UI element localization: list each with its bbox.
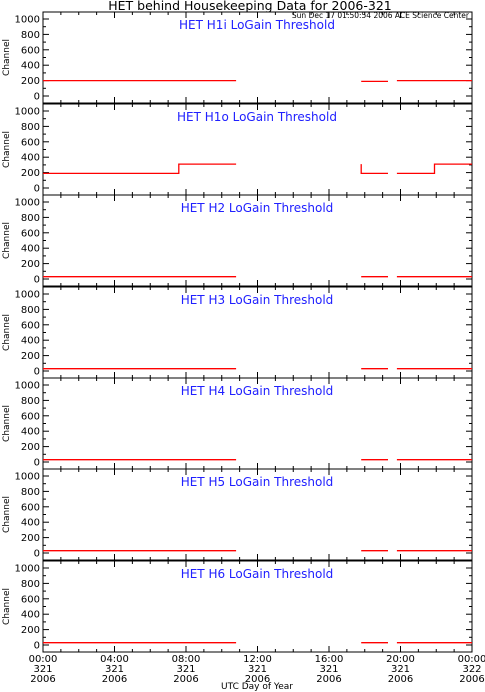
y-tick-label: 800	[21, 30, 40, 41]
y-tick-label: 600	[21, 411, 40, 422]
panel-title: HET H6 LoGain Threshold	[181, 567, 334, 581]
y-tick-label: 200	[21, 625, 40, 636]
x-tick-doy: 321	[319, 664, 338, 675]
x-tick-year: 2006	[245, 674, 270, 685]
y-axis-label: Channel	[2, 131, 12, 168]
y-tick-label: 800	[21, 213, 40, 224]
figure-timestamp: Sun Dec 17 01:50:54 2006 ACE Science Cen…	[292, 11, 470, 20]
y-axis-label: Channel	[2, 588, 12, 625]
y-tick-label: 200	[21, 259, 40, 270]
y-tick-label: 0	[34, 641, 40, 652]
x-tick-time: 04:00	[100, 654, 129, 665]
x-tick-doy: 321	[105, 664, 124, 675]
x-tick-time: 00:00	[458, 654, 485, 665]
y-axis-label: Channel	[2, 314, 12, 351]
x-tick-doy: 321	[391, 664, 410, 675]
panel-2: 0 200 400 600 800 1000 Channel HET H1o LoGain T…	[2, 103, 473, 196]
y-tick-label: 0	[34, 92, 40, 103]
x-tick-time: 00:00	[29, 654, 58, 665]
x-tick-year: 2006	[388, 674, 413, 685]
panel-7: 0 200 400 600 800 1000 Channel HET H6 LoGain Th…	[2, 560, 473, 653]
panel-title: HET H5 LoGain Threshold	[181, 475, 334, 489]
y-tick-label: 200	[21, 168, 40, 179]
y-tick-label: 600	[21, 137, 40, 148]
panel-title: HET H2 LoGain Threshold	[181, 201, 334, 215]
x-axis-label: UTC Day of Year	[221, 682, 293, 692]
y-tick-label: 400	[21, 610, 40, 621]
y-tick-label: 200	[21, 351, 40, 362]
y-tick-label: 1000	[15, 107, 40, 118]
x-tick-time: 12:00	[243, 654, 272, 665]
panel-6: 0 200 400 600 800 1000 Channel HET H5 LoGain Th…	[2, 468, 473, 561]
y-tick-label: 0	[34, 549, 40, 560]
x-tick-time: 16:00	[315, 654, 344, 665]
x-tick-time: 20:00	[386, 654, 415, 665]
x-tick-year: 2006	[30, 674, 55, 685]
y-tick-label: 400	[21, 244, 40, 255]
y-tick-label: 400	[21, 61, 40, 72]
y-axis-label: Channel	[2, 39, 12, 76]
y-tick-label: 600	[21, 45, 40, 56]
panel-title: HET H1o LoGain Threshold	[177, 110, 337, 124]
series-line	[43, 163, 237, 175]
y-tick-label: 200	[21, 76, 40, 87]
y-tick-label: 400	[21, 427, 40, 438]
panel-title: HET H4 LoGain Threshold	[181, 384, 334, 398]
y-tick-label: 600	[21, 594, 40, 605]
series-line	[396, 163, 472, 175]
y-tick-label: 1000	[15, 564, 40, 575]
y-tick-label: 0	[34, 275, 40, 286]
y-tick-label: 800	[21, 487, 40, 498]
y-tick-label: 400	[21, 518, 40, 529]
y-tick-label: 0	[34, 184, 40, 195]
y-tick-label: 200	[21, 442, 40, 453]
y-tick-label: 200	[21, 533, 40, 544]
x-axis: 00:00321200604:00321200608:00321200612:0…	[29, 654, 485, 685]
y-tick-label: 800	[21, 305, 40, 316]
x-tick-doy: 322	[462, 664, 481, 675]
x-tick-year: 2006	[316, 674, 341, 685]
x-tick-year: 2006	[459, 674, 484, 685]
y-tick-label: 0	[34, 458, 40, 469]
y-tick-label: 800	[21, 579, 40, 590]
y-axis-label: Channel	[2, 222, 12, 259]
y-tick-label: 1000	[15, 472, 40, 483]
x-tick-year: 2006	[102, 674, 127, 685]
y-tick-label: 400	[21, 336, 40, 347]
panel-4: 0 200 400 600 800 1000 Channel HET H3 LoGain Th…	[2, 286, 473, 379]
x-tick-time: 08:00	[172, 654, 201, 665]
panel-title: HET H3 LoGain Threshold	[181, 293, 334, 307]
y-axis-label: Channel	[2, 405, 12, 442]
x-tick-year: 2006	[173, 674, 198, 685]
series-line	[360, 164, 388, 175]
y-tick-label: 1000	[15, 198, 40, 209]
y-axis-label: Channel	[2, 496, 12, 533]
y-tick-label: 1000	[15, 290, 40, 301]
y-tick-label: 800	[21, 122, 40, 133]
y-tick-label: 1000	[15, 381, 40, 392]
panel-3: 0 200 400 600 800 1000 Channel HET H2 LoGain Th…	[2, 194, 473, 287]
y-tick-label: 800	[21, 396, 40, 407]
panel-title: HET H1i LoGain Threshold	[179, 18, 335, 32]
y-tick-label: 600	[21, 502, 40, 513]
panel-1: 0 200 400 600 800 1000 Channel HET H1i LoGain T…	[2, 11, 473, 104]
x-tick-doy: 321	[33, 664, 52, 675]
y-tick-label: 1000	[15, 15, 40, 26]
x-tick-doy: 321	[248, 664, 267, 675]
y-tick-label: 0	[34, 367, 40, 378]
y-tick-label: 400	[21, 153, 40, 164]
y-tick-label: 600	[21, 320, 40, 331]
figure-title: HET behind Housekeeping Data for 2006-32…	[108, 0, 392, 13]
x-tick-doy: 321	[176, 664, 195, 675]
y-tick-label: 600	[21, 228, 40, 239]
panels-group: 0 200 400 600 800 1000 Channel HET H1i LoGain T…	[2, 11, 473, 653]
panel-5: 0 200 400 600 800 1000 Channel HET H4 LoGain Th…	[2, 377, 473, 470]
